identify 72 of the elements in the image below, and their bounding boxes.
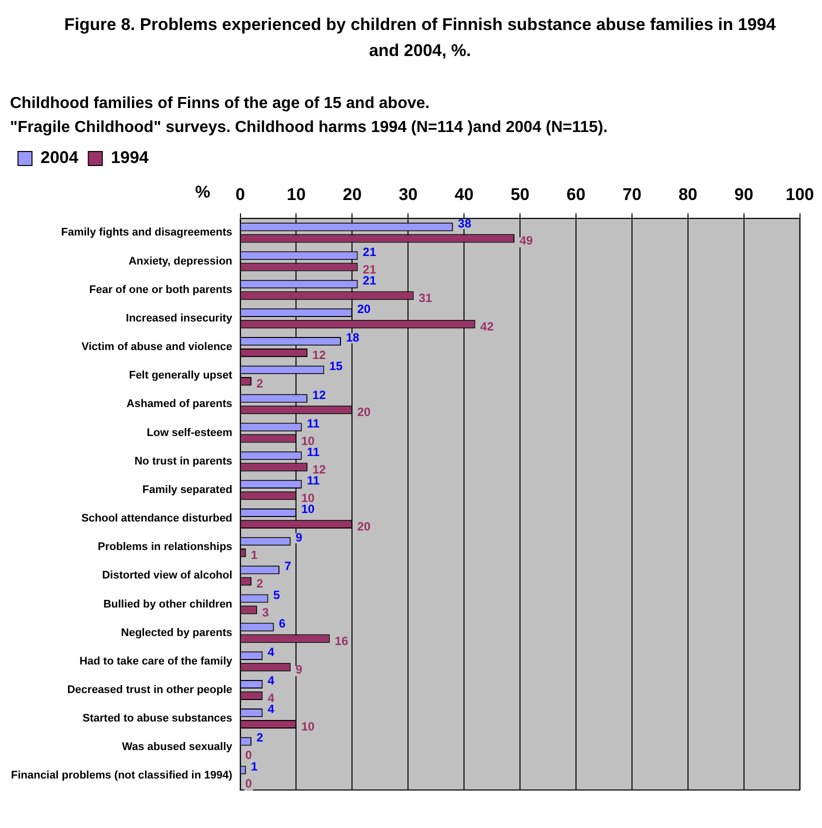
chart-title: Figure 8. Problems experienced by children of Finnish substance abuse families in 1994 and 2004, %.	[63, 14, 777, 62]
data-label: 4	[268, 644, 275, 659]
y-tick-label: Financial problems (not classified in 1994)	[10, 770, 233, 782]
data-label: 20	[357, 520, 371, 534]
data-label: 38	[458, 216, 472, 230]
data-label: 4	[268, 691, 275, 705]
legend-label: 1994	[110, 148, 150, 168]
y-tick-label: Felt generally upset	[128, 370, 233, 382]
data-label: 12	[312, 388, 326, 402]
data-label: 12	[312, 348, 326, 362]
data-label: 31	[418, 290, 432, 305]
x-tick-label: 20	[342, 184, 362, 204]
y-tick-label: Was abused sexually	[122, 741, 234, 754]
x-tick-label: 80	[678, 184, 698, 204]
data-label: 5	[273, 588, 280, 602]
data-label: 3	[262, 605, 270, 620]
y-tick-label: Had to take care of the family	[79, 655, 234, 668]
x-tick-label: 40	[454, 184, 474, 204]
y-tick-label: Bullied by other children	[103, 598, 233, 610]
data-label: 1	[250, 548, 258, 562]
data-label: 10	[301, 502, 315, 516]
data-label: 4	[268, 702, 275, 716]
data-label: 15	[329, 359, 343, 374]
x-tick-label: 10	[286, 184, 306, 204]
y-tick-label: School attendance disturbed	[81, 512, 232, 525]
y-tick-label: Victim of abuse and violence	[81, 341, 232, 354]
data-label: 49	[519, 234, 534, 248]
data-label: 20	[357, 405, 371, 420]
x-tick-label: 30	[398, 184, 418, 204]
data-label: 4	[268, 674, 275, 688]
data-label: 11	[306, 474, 320, 488]
data-label: 9	[296, 530, 303, 545]
y-tick-label: Low self-esteem	[146, 426, 232, 439]
data-label: 6	[278, 616, 286, 630]
y-tick-label: Fear of one or both parents	[89, 284, 232, 296]
data-label: 18	[346, 330, 360, 345]
y-tick-label: Distorted view of alcohol	[102, 570, 232, 582]
y-tick-label: Decreased trust in other people	[67, 684, 232, 696]
x-tick-label: 90	[734, 184, 754, 204]
y-tick-label: Started to abuse substances	[82, 712, 232, 725]
data-label: 20	[357, 302, 371, 316]
chart-subtitle: Childhood families of Finns of the age of 15 and above. "Fragile Childhood" surveys. Childhood harms 1994 (N=114 )and 2004 (N=115).	[10, 94, 608, 138]
data-label: 10	[301, 720, 315, 734]
x-tick-label: 100	[786, 184, 814, 204]
y-tick-label: Neglected by parents	[121, 626, 232, 639]
data-label: 7	[284, 559, 292, 574]
y-tick-label: Family fights and disagreements	[61, 226, 232, 239]
x-tick-label: 70	[622, 184, 642, 204]
data-label: 9	[296, 662, 303, 676]
data-label: 12	[312, 462, 326, 476]
data-label: 0	[245, 776, 252, 791]
data-label: 16	[334, 634, 348, 648]
data-label: 0	[245, 748, 252, 762]
y-tick-label: Anxiety, depression	[128, 255, 233, 268]
x-tick-label: 0	[236, 184, 246, 204]
y-tick-label: Family separated	[142, 484, 232, 496]
x-axis-title: %	[195, 182, 210, 202]
data-label: 10	[301, 490, 315, 505]
legend-label: 2004	[40, 148, 79, 168]
data-label: 2	[256, 376, 264, 391]
x-tick-label: 50	[510, 184, 530, 204]
data-label: 2	[256, 576, 264, 591]
y-tick-label: No trust in parents	[134, 455, 232, 468]
data-label: 2	[256, 730, 264, 745]
y-tick-label: Problems in relationships	[98, 541, 232, 554]
data-label: 11	[306, 416, 320, 430]
x-tick-label: 60	[566, 184, 586, 204]
y-tick-label: Increased insecurity	[126, 312, 234, 324]
y-tick-label: Ashamed of parents	[126, 398, 232, 410]
data-label: 21	[362, 244, 376, 259]
data-label: 1	[250, 759, 258, 774]
data-label: 42	[480, 319, 494, 334]
